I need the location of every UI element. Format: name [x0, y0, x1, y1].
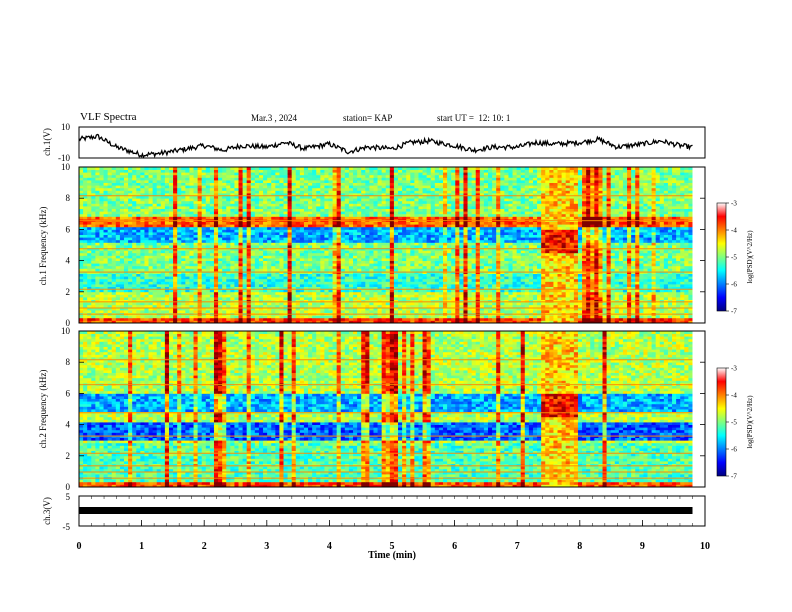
ch1-spec-ylabel-ch: ch.1 Frequency (kHz) [38, 207, 48, 286]
ch2-spectrogram-yticks: 0 2 4 6 8 10 [61, 326, 705, 492]
spec-ytick-label: 2 [66, 287, 71, 297]
colorbar-tick-label: -4 [731, 392, 737, 400]
spec-ytick-label: 8 [66, 193, 71, 203]
x-axis-label: Time (min) [368, 550, 416, 561]
time-tick-label: 9 [640, 541, 645, 552]
start-time-label: start UT = 12: 10: 1 [437, 113, 511, 123]
ch1-ylabel: ch.1(V) [42, 128, 52, 156]
time-tick-label: 4 [327, 541, 332, 552]
colorbar-tick-label: -7 [731, 308, 737, 316]
colorbar-tick-label: -4 [731, 227, 737, 235]
spec-ytick-label: 6 [66, 224, 71, 234]
ch1-waveform-line [78, 133, 693, 159]
time-tick-label: 6 [452, 541, 457, 552]
time-tick-label: 8 [577, 541, 582, 552]
colorbar-tick-label: -5 [731, 254, 737, 262]
ch2-colorbar-label: log(PSD)(V^2/Hz) [746, 395, 754, 449]
spec-ytick-label: 4 [66, 256, 71, 266]
ch1-waveform-panel: 10 -10 ch.1(V) [42, 122, 706, 163]
ch1-spectrogram-yticks: 0 2 4 6 8 10 [61, 162, 705, 328]
time-tick-label: 3 [264, 541, 269, 552]
colorbar-tick-label: -3 [731, 365, 737, 373]
date-label: Mar.3 , 2024 [251, 113, 297, 123]
ch3-ytick-top: 5 [66, 492, 71, 502]
ch3-waveform-trace [79, 507, 693, 514]
time-tick-label: 2 [202, 541, 207, 552]
ch2-spectrogram-cells [79, 331, 705, 488]
time-axis-ticks: 0 1 2 3 4 5 6 7 8 9 10 [77, 496, 710, 552]
time-tick-label: 10 [700, 541, 710, 552]
ch3-waveform-panel: 5 -5 ch.3(V) 0 1 2 3 4 5 6 7 8 9 10 Time (min) [42, 492, 710, 561]
colorbar-tick-label: -6 [731, 281, 737, 289]
ch1-ytick-bottom: -10 [58, 153, 70, 163]
colorbar-tick-label: -6 [731, 446, 737, 454]
spec-ytick-label: 6 [66, 388, 71, 398]
ch2-spectrogram-panel: 0 2 4 6 8 10 ch.2 Frequency (kHz) [38, 326, 706, 492]
spec-ytick-label: 4 [66, 420, 71, 430]
ch1-spectrogram-panel: 0 2 4 6 8 10 ch.1 Frequency (kHz) [38, 162, 706, 328]
spec-ytick-label: 8 [66, 357, 71, 367]
spec-ytick-label: 10 [61, 326, 71, 336]
spec-ytick-label: 2 [66, 451, 71, 461]
ch1-colorbar-label: log(PSD)(V^2/Hz) [746, 230, 754, 284]
colorbar-tick-label: -3 [731, 200, 737, 208]
time-tick-label: 0 [77, 541, 82, 552]
colorbar-tick-label: -7 [731, 473, 737, 481]
spec-ytick-label: 0 [66, 482, 71, 492]
spec-ytick-label: 0 [66, 318, 71, 328]
station-label: station= KAP [343, 113, 393, 123]
time-tick-label: 5 [390, 541, 395, 552]
chart-title: VLF Spectra [80, 111, 137, 123]
ch3-ytick-bottom: -5 [63, 522, 71, 532]
spec-ytick-label: 10 [61, 162, 71, 172]
time-tick-label: 7 [515, 541, 520, 552]
time-tick-label: 1 [139, 541, 144, 552]
ch1-ytick-top: 10 [61, 122, 71, 132]
ch3-ylabel: ch.3(V) [42, 497, 52, 525]
ch1-waveform-frame [78, 126, 706, 159]
ch2-spec-ylabel: ch.2 Frequency (kHz) [38, 370, 48, 449]
ch1-spectrogram-cells [79, 167, 705, 324]
colorbar-tick-label: -5 [731, 419, 737, 427]
ch2-colorbar: -3 -4 -5 -6 -7 log(PSD)(V^2/Hz) [716, 365, 754, 481]
ch1-colorbar: -3 -4 -5 -6 -7 log(PSD)(V^2/Hz) [716, 200, 754, 316]
